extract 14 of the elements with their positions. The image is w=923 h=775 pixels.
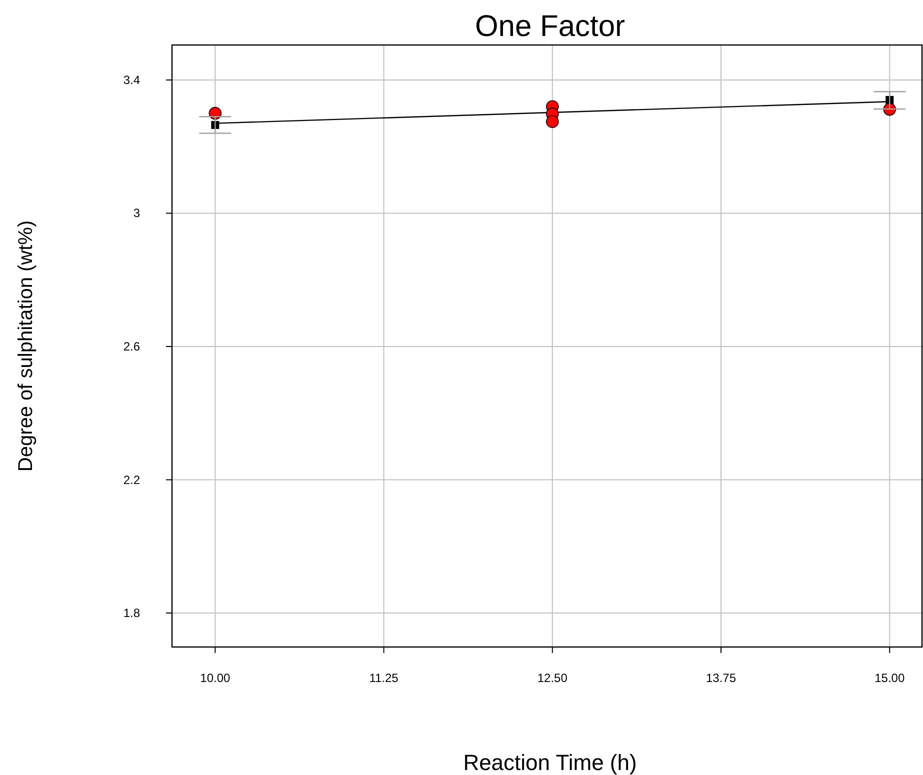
x-tick-label: 10.00: [200, 671, 231, 685]
x-tick-label: 15.00: [874, 671, 905, 685]
x-tick-label: 13.75: [706, 671, 736, 685]
point: [546, 115, 559, 128]
y-tick-label: 2.6: [123, 340, 140, 354]
y-tick-label: 1.8: [123, 606, 140, 620]
chart-title: One Factor: [474, 10, 626, 43]
y-tick-label: 3.4: [123, 72, 140, 87]
x-tick-label: 11.25: [369, 671, 399, 685]
y-axis-title: Degree of sulphitation (wt%): [15, 220, 37, 472]
y-tick-label: 2.2: [123, 472, 140, 487]
x-axis-title: Reaction Time (h): [463, 750, 637, 775]
x-tick-label: 12.50: [537, 671, 568, 685]
y-tick-label: 3: [133, 206, 140, 220]
